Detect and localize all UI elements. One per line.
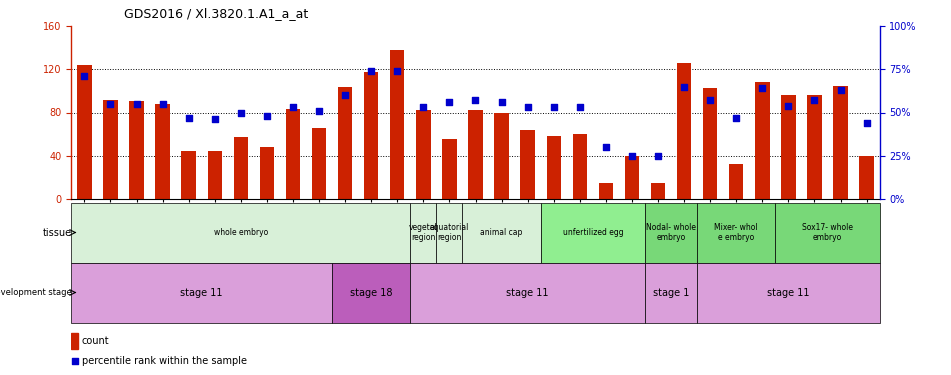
- Point: [468, 98, 483, 104]
- Bar: [207, 151, 222, 199]
- Bar: [437, 202, 462, 262]
- Point: [781, 103, 796, 109]
- Bar: [781, 95, 796, 199]
- Bar: [645, 262, 697, 322]
- Text: tissue: tissue: [43, 228, 72, 237]
- Bar: [71, 262, 332, 322]
- Point: [494, 99, 509, 105]
- Point: [546, 104, 561, 110]
- Point: [859, 120, 874, 126]
- Point: [363, 68, 378, 74]
- Point: [573, 104, 588, 110]
- Bar: [364, 72, 378, 199]
- Point: [68, 358, 83, 364]
- Text: GDS2016 / Xl.3820.1.A1_a_at: GDS2016 / Xl.3820.1.A1_a_at: [124, 8, 308, 21]
- Text: Sox17- whole
embryο: Sox17- whole embryο: [802, 223, 853, 242]
- Bar: [155, 104, 170, 199]
- Text: animal cap: animal cap: [480, 228, 523, 237]
- Text: stage 11: stage 11: [767, 288, 809, 297]
- Point: [833, 87, 848, 93]
- Bar: [417, 110, 431, 199]
- Bar: [462, 202, 541, 262]
- Bar: [541, 202, 645, 262]
- Bar: [860, 156, 874, 199]
- Text: stage 11: stage 11: [181, 288, 223, 297]
- Text: Nodal- whole
embryο: Nodal- whole embryο: [646, 223, 696, 242]
- Bar: [71, 333, 78, 349]
- Bar: [182, 151, 196, 199]
- Point: [728, 115, 744, 121]
- Bar: [104, 100, 118, 199]
- Text: vegetal
region: vegetal region: [409, 223, 437, 242]
- Point: [260, 113, 275, 119]
- Bar: [468, 110, 483, 199]
- Bar: [755, 82, 769, 199]
- Bar: [332, 262, 410, 322]
- Text: percentile rank within the sample: percentile rank within the sample: [82, 356, 247, 366]
- Bar: [547, 136, 561, 199]
- Point: [77, 73, 92, 79]
- Text: count: count: [82, 336, 109, 346]
- Bar: [650, 183, 665, 199]
- Bar: [599, 183, 613, 199]
- Bar: [338, 87, 352, 199]
- Bar: [71, 202, 410, 262]
- Bar: [234, 137, 248, 199]
- Bar: [697, 262, 880, 322]
- Point: [338, 92, 353, 98]
- Text: stage 18: stage 18: [350, 288, 393, 297]
- Bar: [775, 202, 880, 262]
- Bar: [697, 202, 775, 262]
- Bar: [729, 164, 744, 199]
- Bar: [625, 156, 639, 199]
- Bar: [410, 262, 645, 322]
- Point: [181, 115, 196, 121]
- Text: development stage: development stage: [0, 288, 72, 297]
- Point: [103, 101, 118, 107]
- Point: [625, 153, 640, 159]
- Point: [390, 68, 405, 74]
- Bar: [442, 140, 456, 199]
- Point: [207, 116, 223, 122]
- Bar: [677, 63, 691, 199]
- Point: [806, 98, 822, 104]
- Text: whole embryo: whole embryo: [214, 228, 268, 237]
- Bar: [390, 50, 404, 199]
- Point: [285, 104, 301, 110]
- Point: [129, 101, 145, 107]
- Bar: [520, 130, 534, 199]
- Text: Mixer- whol
e embryo: Mixer- whol e embryo: [714, 223, 758, 242]
- Bar: [77, 65, 91, 199]
- Text: stage 1: stage 1: [653, 288, 689, 297]
- Bar: [495, 112, 509, 199]
- Point: [676, 84, 691, 90]
- Bar: [129, 100, 144, 199]
- Bar: [260, 147, 274, 199]
- Point: [233, 110, 248, 116]
- Point: [155, 101, 170, 107]
- Point: [520, 104, 535, 110]
- Bar: [312, 128, 326, 199]
- Text: equatorial
region: equatorial region: [430, 223, 469, 242]
- Point: [598, 144, 613, 150]
- Bar: [410, 202, 437, 262]
- Bar: [703, 88, 717, 199]
- Point: [311, 108, 326, 114]
- Point: [416, 104, 431, 110]
- Bar: [833, 86, 847, 199]
- Point: [650, 153, 666, 159]
- Point: [703, 98, 718, 104]
- Text: unfertilized egg: unfertilized egg: [563, 228, 623, 237]
- Bar: [645, 202, 697, 262]
- Text: stage 11: stage 11: [506, 288, 549, 297]
- Bar: [573, 134, 587, 199]
- Bar: [286, 109, 301, 199]
- Point: [755, 86, 770, 92]
- Bar: [807, 95, 822, 199]
- Point: [442, 99, 457, 105]
